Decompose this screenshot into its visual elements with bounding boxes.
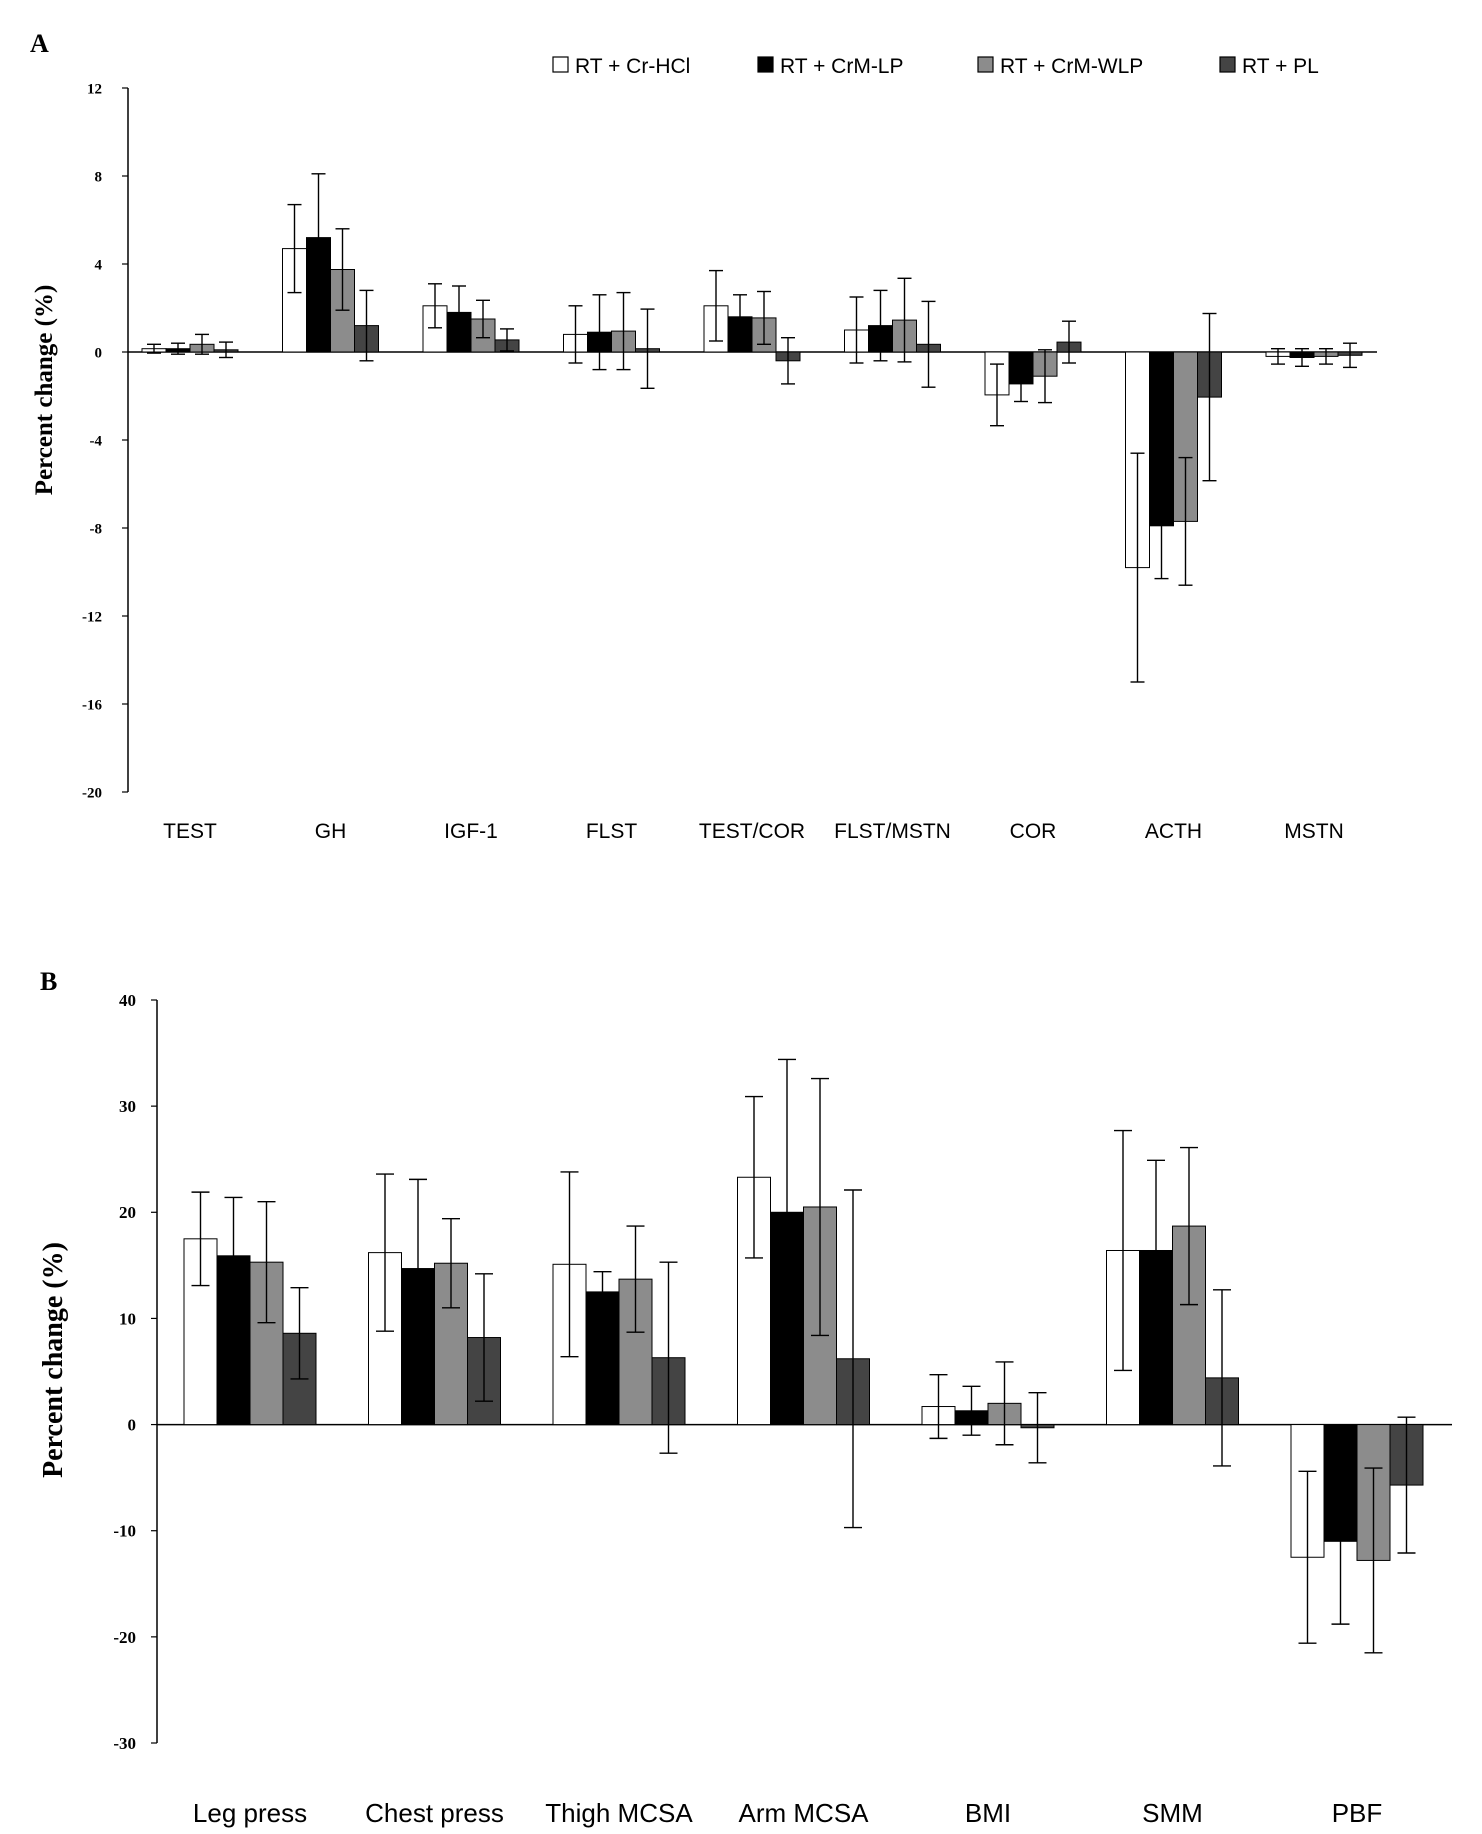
legend-label: RT + CrM-WLP (1000, 55, 1143, 78)
legend: RT + Cr-HCl RT + CrM-LP RT + CrM-WLP RT + P… (552, 55, 1319, 78)
a-ytick-label: -12 (82, 609, 102, 625)
legend-label: RT + Cr-HCl (575, 55, 690, 78)
a-category-label: ACTH (1145, 820, 1202, 843)
a-ytick-label: 8 (95, 169, 103, 185)
a-ytick-label: 0 (95, 345, 103, 361)
panel-b-chart: 40 30 20 10 0 -10 -20 -30 Leg press Chest press Th… (113, 991, 1452, 1828)
a-category-label: FLST/MSTN (834, 820, 951, 843)
a-category-label: COR (1010, 820, 1057, 843)
b-ytick-label: 0 (128, 1416, 137, 1435)
b-ytick-label: 30 (119, 1097, 136, 1116)
b-ytick-label: 20 (119, 1203, 136, 1222)
legend-swatch (977, 56, 994, 73)
b-category-label: BMI (965, 1798, 1011, 1828)
legend-label: RT + CrM-LP (780, 55, 904, 78)
b-category-label: Thigh MCSA (545, 1798, 693, 1828)
b-ytick-label: 10 (119, 1309, 136, 1328)
a-category-label: IGF-1 (444, 820, 498, 843)
a-ytick-label: -4 (90, 433, 103, 449)
a-category-label: FLST (586, 820, 638, 843)
b-category-label: Arm MCSA (739, 1798, 870, 1828)
a-category-label: GH (315, 820, 347, 843)
panel-b-label: B (40, 967, 57, 996)
panel-b-ylabel: Percent change (%) (38, 1242, 69, 1478)
a-ytick-label: -16 (82, 697, 102, 713)
b-category-label: Leg press (193, 1798, 307, 1828)
a-ytick-label: 4 (95, 257, 103, 273)
a-category-label: TEST/COR (699, 820, 805, 843)
b-category-label: PBF (1332, 1798, 1383, 1828)
b-ytick-label: -10 (113, 1522, 136, 1541)
panel-a-ylabel: Percent change (%) (31, 285, 58, 496)
b-ytick-label: 40 (119, 991, 136, 1010)
a-ytick-label: 12 (87, 81, 102, 97)
legend-swatch (757, 56, 774, 73)
b-bar (585, 1291, 620, 1426)
b-category-label: Chest press (365, 1798, 504, 1828)
panel-a-label: A (30, 29, 49, 58)
a-ytick-label: -20 (82, 785, 102, 801)
b-ytick-label: -30 (113, 1734, 136, 1753)
b-category-label: SMM (1142, 1798, 1203, 1828)
legend-swatch (1219, 56, 1236, 73)
panel-a-chart: 12 8 4 0 -4 -8 -12 -16 -20 TEST GH IGF-1 FLST TEST/CO… (82, 81, 1377, 843)
legend-swatch (552, 56, 569, 73)
b-ytick-label: -20 (113, 1628, 136, 1647)
legend-label: RT + PL (1242, 55, 1319, 78)
a-category-label: MSTN (1284, 820, 1344, 843)
a-category-label: TEST (163, 820, 217, 843)
a-ytick-label: -8 (90, 521, 103, 537)
